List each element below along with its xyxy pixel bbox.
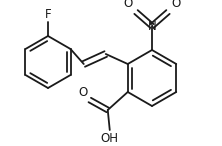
Text: F: F <box>45 8 51 21</box>
Text: OH: OH <box>101 132 119 145</box>
Text: N: N <box>148 20 156 33</box>
Text: O: O <box>171 0 180 10</box>
Text: O: O <box>124 0 133 10</box>
Text: O: O <box>79 86 88 99</box>
